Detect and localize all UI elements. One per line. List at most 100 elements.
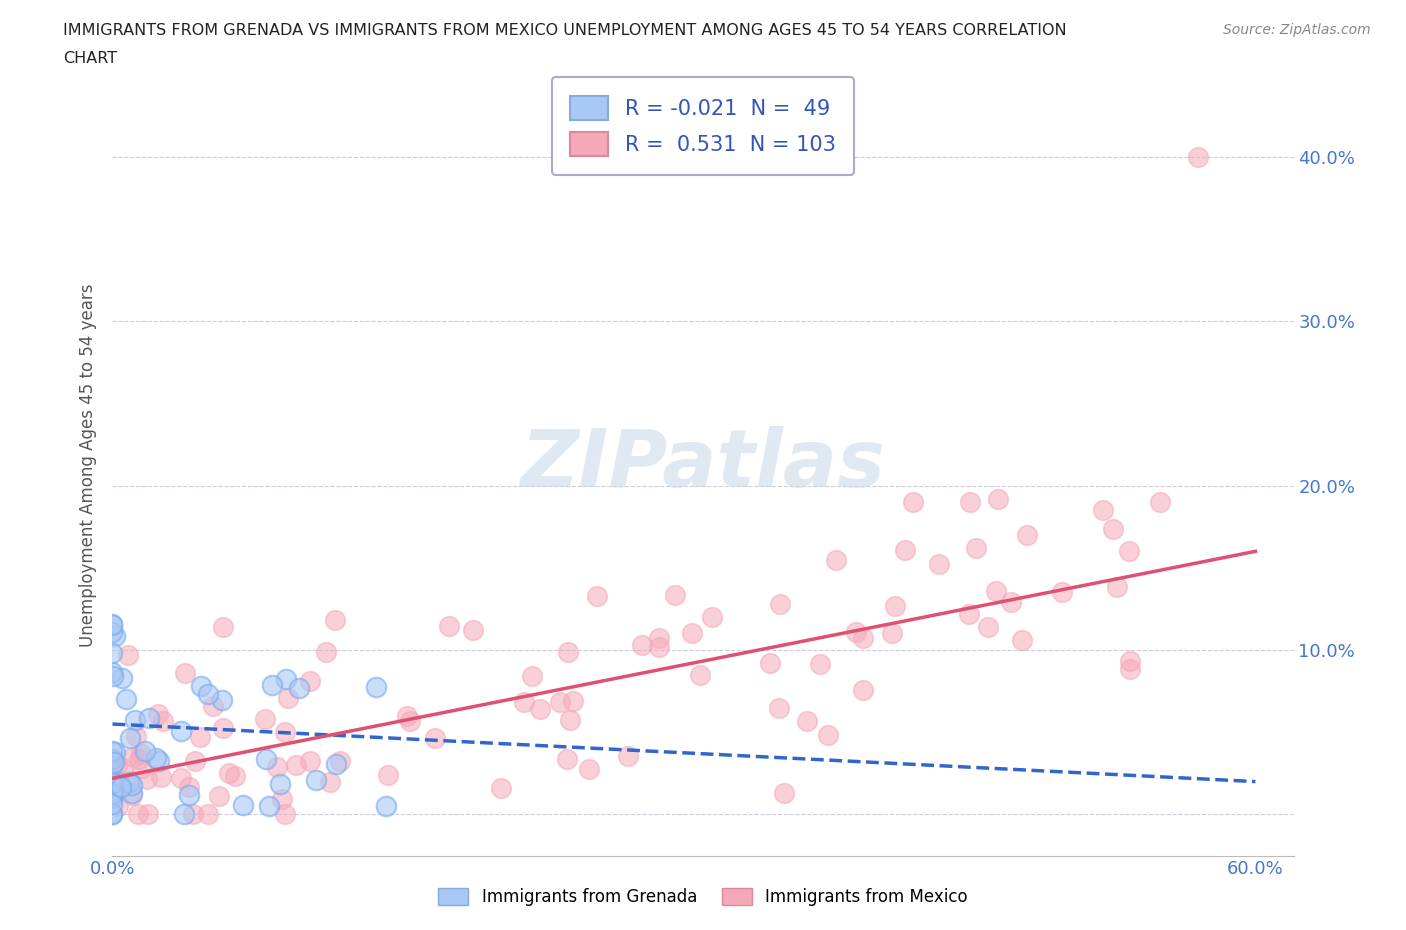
Point bbox=[232, 798, 254, 813]
Point bbox=[425, 731, 447, 746]
Point bbox=[984, 583, 1007, 598]
Point bbox=[112, 760, 135, 775]
Point bbox=[269, 777, 291, 791]
Point bbox=[513, 695, 536, 710]
Point bbox=[1015, 527, 1038, 542]
Point bbox=[578, 762, 600, 777]
Point bbox=[277, 690, 299, 705]
Point bbox=[1011, 632, 1033, 647]
Point bbox=[299, 673, 322, 688]
Point bbox=[1107, 579, 1129, 594]
Point bbox=[101, 618, 124, 632]
Point bbox=[197, 807, 219, 822]
Point bbox=[557, 751, 579, 766]
Point bbox=[128, 752, 150, 767]
Point bbox=[257, 799, 280, 814]
Point bbox=[845, 625, 868, 640]
Point bbox=[138, 711, 160, 725]
Text: Source: ZipAtlas.com: Source: ZipAtlas.com bbox=[1223, 23, 1371, 37]
Point bbox=[121, 750, 143, 764]
Point bbox=[664, 588, 686, 603]
Point bbox=[197, 687, 219, 702]
Point bbox=[274, 724, 297, 739]
Point bbox=[987, 492, 1010, 507]
Point bbox=[190, 679, 212, 694]
Point bbox=[560, 713, 582, 728]
Point bbox=[170, 724, 193, 738]
Point bbox=[437, 619, 460, 634]
Point bbox=[101, 617, 124, 631]
Point bbox=[101, 625, 124, 640]
Point bbox=[121, 786, 143, 801]
Point bbox=[188, 730, 211, 745]
Point bbox=[211, 619, 233, 634]
Point bbox=[461, 623, 484, 638]
Point bbox=[202, 698, 225, 713]
Point bbox=[253, 711, 276, 726]
Point bbox=[617, 749, 640, 764]
Point bbox=[548, 695, 571, 710]
Point bbox=[101, 751, 124, 766]
Point bbox=[127, 807, 149, 822]
Point bbox=[808, 657, 831, 671]
Point bbox=[928, 556, 950, 571]
Point bbox=[305, 773, 328, 788]
Point bbox=[1118, 543, 1140, 558]
Point bbox=[104, 629, 127, 644]
Point bbox=[101, 787, 124, 802]
Point bbox=[957, 606, 980, 621]
Point bbox=[105, 786, 128, 801]
Point bbox=[184, 753, 207, 768]
Point bbox=[121, 777, 143, 792]
Point bbox=[1118, 654, 1140, 669]
Point bbox=[852, 631, 875, 645]
Point bbox=[883, 598, 905, 613]
Point bbox=[299, 754, 322, 769]
Point bbox=[121, 788, 143, 803]
Text: ZIPatlas: ZIPatlas bbox=[520, 426, 886, 504]
Point bbox=[489, 780, 512, 795]
Point bbox=[174, 666, 197, 681]
Point bbox=[396, 709, 419, 724]
Point bbox=[374, 799, 396, 814]
Point bbox=[977, 620, 1000, 635]
Point bbox=[101, 807, 124, 822]
Point bbox=[108, 776, 131, 790]
Point bbox=[817, 727, 839, 742]
Point bbox=[145, 751, 167, 765]
Point bbox=[1000, 594, 1022, 609]
Point bbox=[825, 552, 848, 567]
Point bbox=[254, 751, 277, 766]
Point bbox=[266, 760, 288, 775]
Point bbox=[125, 729, 148, 744]
Point bbox=[681, 626, 703, 641]
Point bbox=[562, 694, 585, 709]
Point bbox=[101, 807, 124, 822]
Point bbox=[218, 766, 240, 781]
Point bbox=[700, 609, 723, 624]
Point bbox=[101, 784, 124, 799]
Point bbox=[131, 761, 153, 776]
Point bbox=[1187, 149, 1209, 164]
Point bbox=[557, 644, 579, 659]
Point bbox=[689, 667, 711, 682]
Point bbox=[150, 769, 173, 784]
Point bbox=[276, 671, 298, 686]
Point bbox=[105, 757, 128, 772]
Legend: Immigrants from Grenada, Immigrants from Mexico: Immigrants from Grenada, Immigrants from… bbox=[432, 881, 974, 912]
Point bbox=[101, 790, 124, 805]
Point bbox=[101, 743, 124, 758]
Point bbox=[148, 753, 170, 768]
Point bbox=[118, 774, 141, 789]
Point bbox=[211, 693, 233, 708]
Point bbox=[377, 767, 399, 782]
Point bbox=[101, 775, 124, 790]
Point bbox=[585, 589, 607, 604]
Point bbox=[769, 596, 792, 611]
Point bbox=[880, 625, 903, 640]
Point bbox=[399, 714, 422, 729]
Point bbox=[631, 638, 654, 653]
Point bbox=[273, 807, 295, 822]
Point bbox=[325, 756, 347, 771]
Point bbox=[262, 678, 284, 693]
